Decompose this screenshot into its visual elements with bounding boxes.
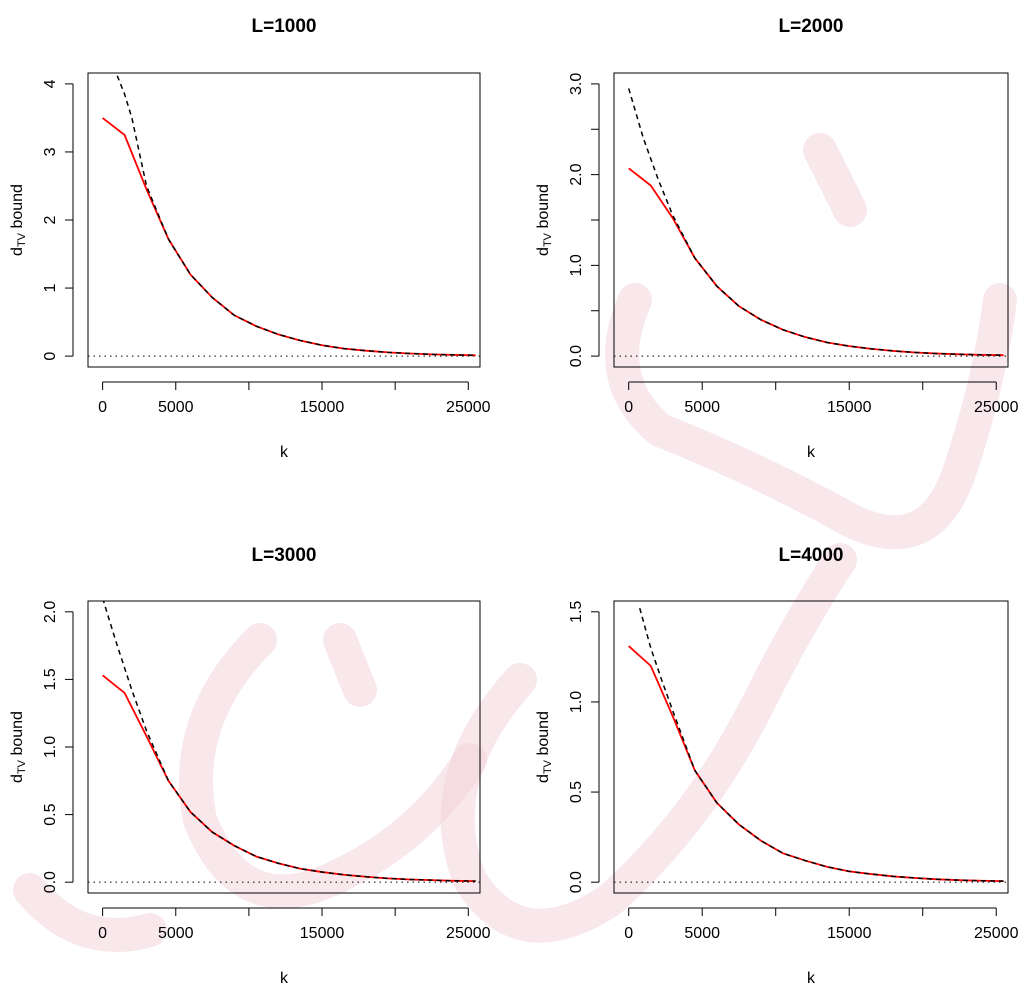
y-tick-label: 0.0 bbox=[568, 871, 585, 893]
x-tick-label: 0 bbox=[98, 925, 107, 942]
x-tick-label: 25000 bbox=[974, 925, 1019, 942]
watermark-stroke-5 bbox=[323, 623, 377, 707]
y-tick-label: 0.0 bbox=[568, 345, 585, 367]
y-tick-label: 1.0 bbox=[568, 254, 585, 276]
x-tick-label: 25000 bbox=[974, 399, 1019, 416]
x-axis-label: k bbox=[280, 970, 289, 987]
series-line-dashed bbox=[102, 601, 476, 882]
x-tick-label: 5000 bbox=[158, 925, 194, 942]
series-line-dashed bbox=[639, 608, 1004, 882]
x-tick-label: 15000 bbox=[827, 399, 872, 416]
plot-frame bbox=[613, 600, 1009, 894]
series-line-dashed bbox=[627, 88, 1004, 356]
y-tick-label: 0.5 bbox=[42, 803, 59, 825]
series-line-red bbox=[102, 117, 476, 357]
plot-frame bbox=[87, 72, 481, 368]
y-tick-label: 0 bbox=[42, 352, 59, 361]
series-line-red bbox=[628, 167, 1004, 357]
x-tick-label: 25000 bbox=[446, 925, 491, 942]
watermark-stroke-4 bbox=[803, 133, 867, 227]
watermark-strokes bbox=[13, 133, 1017, 952]
chart-title: L=1000 bbox=[252, 16, 317, 37]
chart-panel-1: L=1000 0 5000 15000 25000 k 0 1 2 3 4 dTV bound bbox=[9, 16, 490, 461]
watermark-stroke-2 bbox=[179, 623, 487, 909]
chart-title: L=3000 bbox=[252, 545, 317, 566]
y-axis-label: dTV bound bbox=[9, 711, 28, 783]
chart-panel-3: L=3000 0 5000 15000 25000 k 0.0 0.5 1.0 1.5 2.0 dTV… bbox=[9, 545, 490, 987]
y-tick-label: 1.5 bbox=[568, 601, 585, 623]
x-tick-label: 15000 bbox=[300, 925, 345, 942]
y-tick-label: 0.5 bbox=[568, 781, 585, 803]
y-tick-label: 3.0 bbox=[568, 73, 585, 95]
chart-panel-4: L=4000 0 5000 15000 25000 k 0.0 0.5 1.0 1.5 dTV bo… bbox=[535, 545, 1018, 987]
y-axis-label: dTV bound bbox=[535, 711, 554, 783]
y-tick-label: 1.0 bbox=[568, 691, 585, 713]
chart-title: L=2000 bbox=[779, 16, 844, 37]
y-axis-label: dTV bound bbox=[9, 184, 28, 256]
y-tick-label: 3 bbox=[42, 147, 59, 156]
x-tick-label: 0 bbox=[624, 399, 633, 416]
x-tick-label: 5000 bbox=[684, 925, 720, 942]
x-tick-label: 5000 bbox=[684, 399, 720, 416]
series-line-red bbox=[102, 674, 476, 883]
watermark-stroke-0 bbox=[605, 283, 1017, 550]
y-tick-label: 2.0 bbox=[568, 163, 585, 185]
series-line-dashed bbox=[116, 75, 476, 357]
y-tick-label: 2 bbox=[42, 215, 59, 224]
x-axis-label: k bbox=[807, 970, 816, 987]
x-tick-label: 0 bbox=[624, 925, 633, 942]
x-tick-label: 25000 bbox=[446, 399, 491, 416]
chart-panel-2: L=2000 0 5000 15000 25000 k 0.0 1.0 2.0 3.0 dTV bo… bbox=[535, 16, 1018, 461]
y-tick-label: 1.5 bbox=[42, 668, 59, 690]
y-axis-label: dTV bound bbox=[535, 184, 554, 256]
x-tick-label: 0 bbox=[98, 399, 107, 416]
x-axis-label: k bbox=[807, 444, 816, 461]
y-tick-label: 2.0 bbox=[42, 601, 59, 623]
x-tick-label: 15000 bbox=[827, 925, 872, 942]
x-axis-label: k bbox=[280, 444, 289, 461]
x-tick-label: 5000 bbox=[158, 399, 194, 416]
watermark-stroke-1 bbox=[440, 543, 857, 943]
watermark-stroke-3 bbox=[13, 873, 167, 952]
y-tick-label: 4 bbox=[42, 79, 59, 88]
y-tick-label: 1 bbox=[42, 284, 59, 293]
x-tick-label: 15000 bbox=[300, 399, 345, 416]
plot-frame bbox=[87, 600, 481, 894]
y-tick-label: 1.0 bbox=[42, 736, 59, 758]
chart-title: L=4000 bbox=[779, 545, 844, 566]
plot-frame bbox=[613, 72, 1009, 368]
y-tick-label: 0.0 bbox=[42, 871, 59, 893]
